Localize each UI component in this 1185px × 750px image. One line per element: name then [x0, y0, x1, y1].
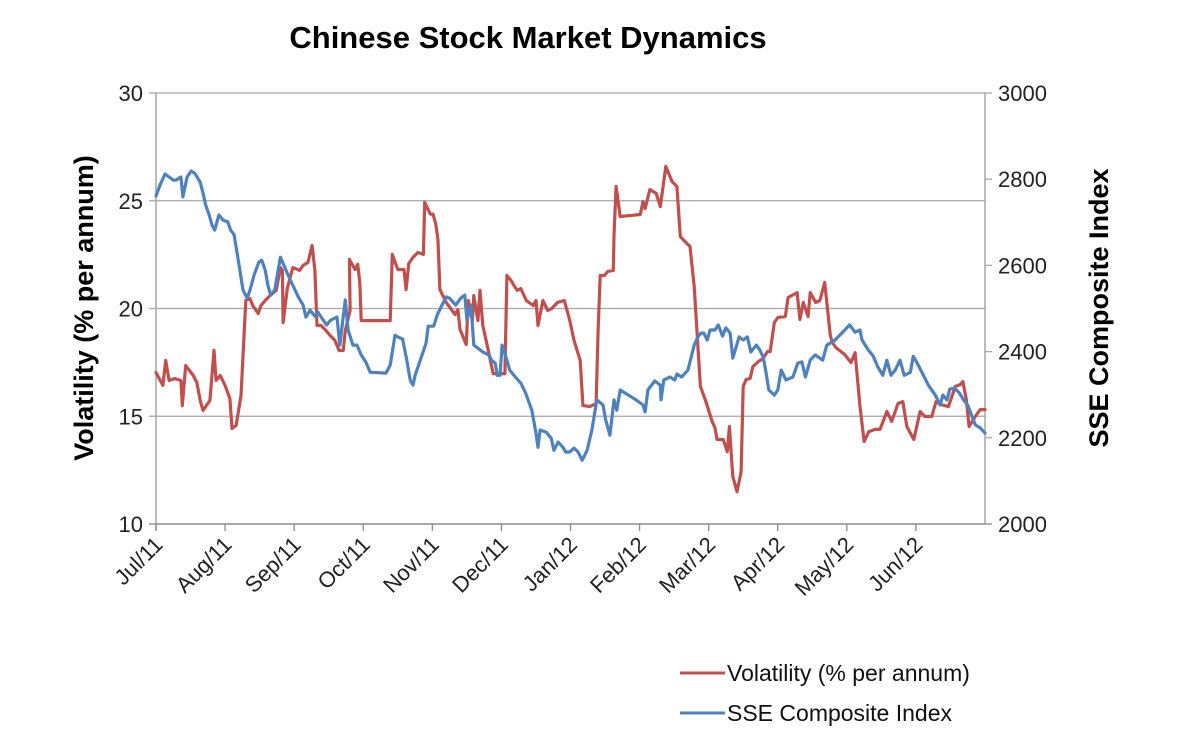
x-tick-label: Apr/12 — [726, 532, 790, 596]
left-tick-label: 25 — [119, 189, 143, 214]
x-tick-label: Aug/11 — [171, 532, 237, 598]
legend: Volatility (% per annum) SSE Composite I… — [680, 660, 970, 726]
left-tick-label: 10 — [119, 512, 143, 537]
right-axis-title: SSE Composite Index — [1084, 168, 1114, 447]
x-tick-label: Oct/11 — [312, 532, 374, 594]
chart-title: Chinese Stock Market Dynamics — [289, 20, 766, 55]
x-tick-label: Jan/12 — [518, 532, 582, 596]
x-tick-label: Sep/11 — [240, 532, 306, 598]
right-tick-label: 2000 — [998, 512, 1047, 537]
right-axis-ticks: 3000 2800 2600 2400 2200 2000 — [985, 81, 1047, 537]
x-tick-label: Jul/11 — [109, 532, 167, 590]
series-lines — [154, 164, 987, 494]
volatility-line — [154, 164, 987, 494]
right-tick-label: 2800 — [998, 167, 1047, 192]
left-tick-label: 15 — [119, 404, 143, 429]
x-tick-label: Mar/12 — [654, 532, 720, 598]
legend-label-volatility: Volatility (% per annum) — [727, 660, 970, 686]
left-tick-label: 20 — [119, 297, 143, 322]
right-tick-label: 3000 — [998, 81, 1047, 106]
x-tick-label: Dec/11 — [447, 532, 513, 598]
right-tick-label: 2400 — [998, 340, 1047, 365]
legend-label-sse: SSE Composite Index — [727, 700, 953, 726]
x-tick-label: Nov/11 — [378, 532, 444, 598]
right-tick-label: 2600 — [998, 253, 1047, 278]
x-tick-label: Jun/12 — [863, 532, 927, 596]
left-axis-title: Volatility (% per annum) — [69, 155, 99, 461]
x-tick-label: Feb/12 — [585, 532, 651, 598]
left-tick-label: 30 — [119, 81, 143, 106]
left-axis-ticks: 30 25 20 15 10 — [119, 81, 156, 537]
axes — [149, 93, 992, 530]
sse-index-line — [154, 169, 987, 462]
x-axis-ticks: Jul/11 Aug/11 Sep/11 Oct/11 Nov/11 Dec/11 Jan/… — [109, 524, 927, 601]
right-tick-label: 2200 — [998, 426, 1047, 451]
x-tick-label: May/12 — [790, 532, 859, 601]
gridlines — [156, 92, 985, 417]
